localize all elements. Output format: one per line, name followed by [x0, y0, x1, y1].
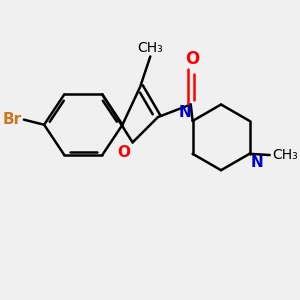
Text: Br: Br — [2, 112, 21, 127]
Text: CH₃: CH₃ — [272, 148, 298, 162]
Text: N: N — [178, 105, 191, 120]
Text: O: O — [185, 50, 199, 68]
Text: CH₃: CH₃ — [137, 41, 163, 55]
Text: N: N — [251, 155, 263, 170]
Text: O: O — [117, 145, 130, 160]
